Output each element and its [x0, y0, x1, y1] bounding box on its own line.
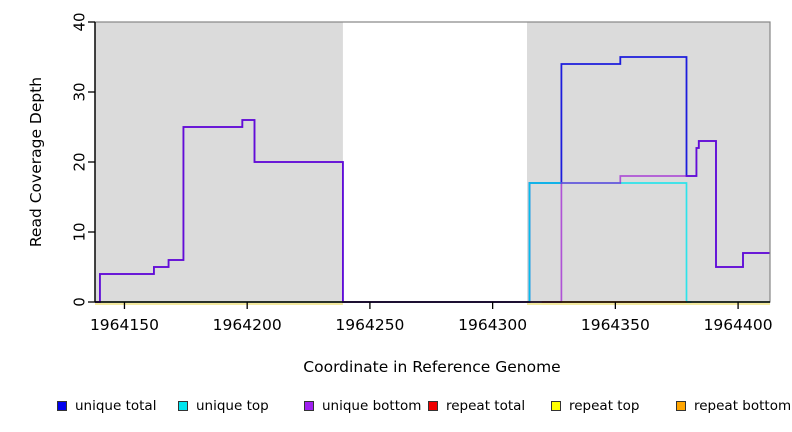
repeat-top-swatch-icon	[551, 401, 561, 411]
unique-total-swatch-icon	[57, 401, 67, 411]
y-tick-label: 20	[70, 152, 88, 171]
right-masked-block	[527, 22, 770, 302]
legend-label: repeat total	[446, 398, 526, 414]
repeat-bottom-swatch-icon	[676, 401, 686, 411]
unique-bottom-swatch-icon	[304, 401, 314, 411]
x-axis-label: Coordinate in Reference Genome	[303, 358, 561, 376]
y-tick-label: 10	[70, 222, 88, 241]
y-tick-label: 40	[70, 12, 88, 31]
legend-label: repeat bottom	[694, 398, 792, 414]
x-tick-label: 1964350	[581, 316, 650, 334]
y-axis-label: Read Coverage Depth	[27, 76, 45, 248]
legend-item-unique-total: unique total	[57, 397, 156, 415]
legend-item-repeat-total: repeat total	[428, 397, 525, 415]
x-tick-label: 1964400	[704, 316, 773, 334]
series-unique-bottom	[95, 119, 770, 303]
repeat-total-swatch-icon	[428, 401, 438, 411]
legend-label: repeat top	[569, 398, 640, 414]
legend-label: unique total	[75, 398, 157, 414]
x-tick-label: 1964300	[458, 316, 527, 334]
legend-item-repeat-bottom: repeat bottom	[676, 397, 791, 415]
legend-item-repeat-top: repeat top	[551, 397, 639, 415]
legend-label: unique bottom	[322, 398, 422, 414]
x-tick-label: 1964250	[335, 316, 404, 334]
x-tick-label: 1964150	[90, 316, 159, 334]
legend-item-unique-top: unique top	[178, 397, 269, 415]
x-tick-label: 1964200	[213, 316, 282, 334]
legend-item-unique-bottom: unique bottom	[304, 397, 421, 415]
unique-top-swatch-icon	[178, 401, 188, 411]
legend-label: unique top	[196, 398, 269, 414]
y-tick-label: 0	[70, 297, 88, 307]
legend: unique total unique top unique bottom re…	[0, 397, 792, 421]
y-tick-label: 30	[70, 82, 88, 101]
